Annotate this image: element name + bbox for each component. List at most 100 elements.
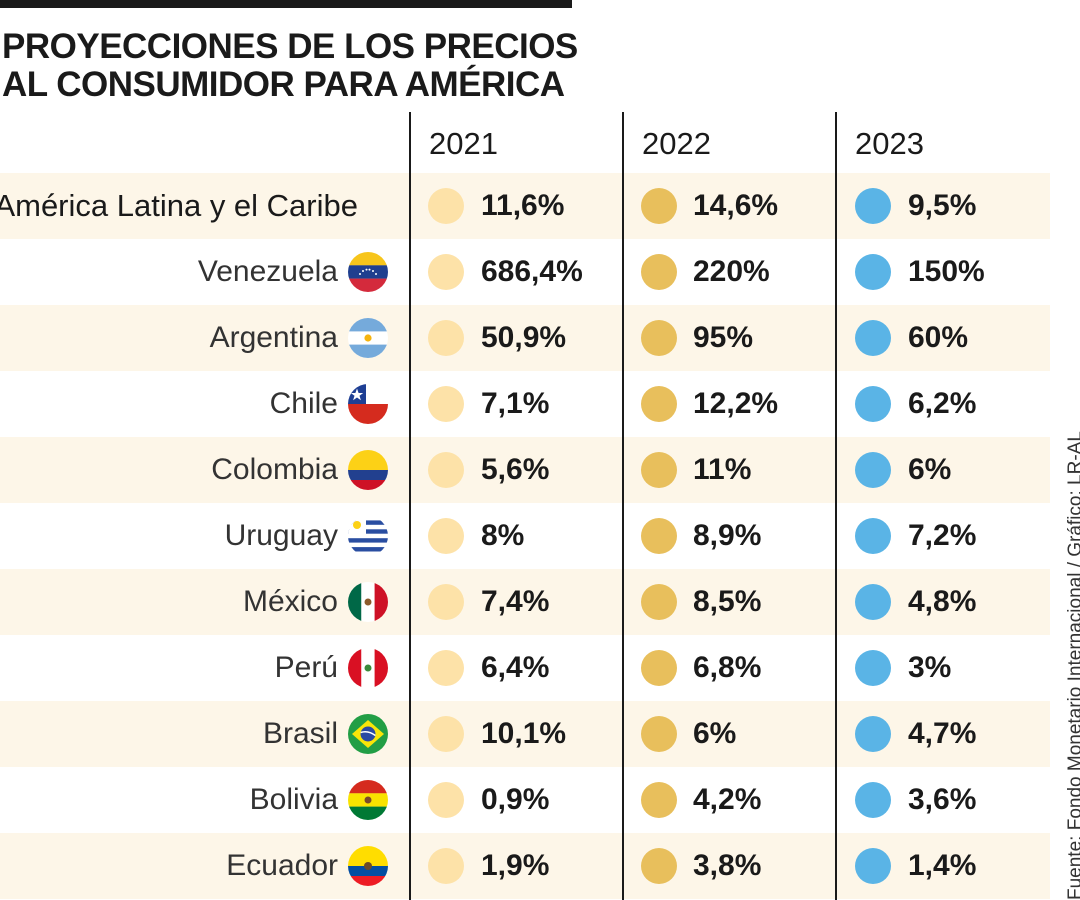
table-row: México 7,4% 8,5% 4,8% <box>0 569 1050 635</box>
value-2022: 6,8% <box>693 651 762 684</box>
year-dot-icon <box>855 386 891 422</box>
value-2022: 12,2% <box>693 387 779 420</box>
value-2022: 6% <box>693 717 737 750</box>
value-2021: 686,4% <box>481 255 583 288</box>
value-2021: 0,9% <box>481 783 550 816</box>
year-dot-icon <box>428 320 464 356</box>
bolivia-flag-icon <box>348 780 388 820</box>
year-dot-icon <box>428 716 464 752</box>
year-dot-icon <box>855 188 891 224</box>
row-label: Brasil <box>262 717 338 750</box>
source-note: Fuente: Fondo Monetario Internacional / … <box>1065 431 1080 900</box>
year-dot-icon <box>641 254 677 290</box>
value-2021: 11,6% <box>481 189 565 222</box>
column-divider <box>835 112 837 900</box>
year-dot-icon <box>855 584 891 620</box>
title-line-2: AL CONSUMIDOR PARA AMÉRICA <box>2 65 565 104</box>
ecuador-flag-icon <box>348 846 388 886</box>
column-header-2021: 2021 <box>429 126 498 161</box>
column-divider <box>409 112 411 900</box>
year-dot-icon <box>428 650 464 686</box>
value-2021: 10,1% <box>481 717 567 750</box>
year-dot-icon <box>855 782 891 818</box>
year-dot-icon <box>641 650 677 686</box>
year-dot-icon <box>428 782 464 818</box>
chart-title: PROYECCIONES DE LOS PRECIOS AL CONSUMIDO… <box>2 28 602 104</box>
year-dot-icon <box>641 452 677 488</box>
row-label: Bolivia <box>249 783 338 816</box>
table-row: Argentina 50,9% 95% 60% <box>0 305 1050 371</box>
value-2021: 5,6% <box>481 453 550 486</box>
value-2022: 3,8% <box>693 849 762 882</box>
title-line-1: PROYECCIONES DE LOS PRECIOS <box>2 27 578 66</box>
year-dot-icon <box>641 518 677 554</box>
year-dot-icon <box>428 386 464 422</box>
value-2022: 14,6% <box>693 189 779 222</box>
year-dot-icon <box>641 188 677 224</box>
value-2023: 3,6% <box>908 783 977 816</box>
year-dot-icon <box>428 848 464 884</box>
value-2021: 8% <box>481 519 525 552</box>
year-dot-icon <box>855 452 891 488</box>
value-2023: 4,8% <box>908 585 977 618</box>
row-label: Argentina <box>209 321 338 354</box>
year-dot-icon <box>855 518 891 554</box>
value-2022: 8,9% <box>693 519 762 552</box>
value-2022: 8,5% <box>693 585 762 618</box>
colombia-flag-icon <box>348 450 388 490</box>
value-2023: 9,5% <box>908 189 977 222</box>
row-label: México <box>242 585 338 618</box>
table-row: Ecuador 1,9% 3,8% 1,4% <box>0 833 1050 899</box>
value-2022: 4,2% <box>693 783 762 816</box>
table-row: Perú 6,4% 6,8% 3% <box>0 635 1050 701</box>
year-dot-icon <box>428 188 464 224</box>
value-2021: 6,4% <box>481 651 550 684</box>
year-dot-icon <box>641 848 677 884</box>
value-2023: 1,4% <box>908 849 977 882</box>
venezuela-flag-icon <box>348 252 388 292</box>
row-label: Uruguay <box>224 519 338 552</box>
uruguay-flag-icon <box>348 516 388 556</box>
table-row: América Latina y el Caribe 11,6% 14,6% 9,5% <box>0 173 1050 239</box>
year-dot-icon <box>641 386 677 422</box>
value-2021: 7,1% <box>481 387 550 420</box>
year-dot-icon <box>855 848 891 884</box>
row-label: Colombia <box>211 453 338 486</box>
table-row: Bolivia 0,9% 4,2% 3,6% <box>0 767 1050 833</box>
value-2023: 150% <box>908 255 985 288</box>
value-2021: 50,9% <box>481 321 567 354</box>
row-label: Venezuela <box>197 255 338 288</box>
column-divider <box>622 112 624 900</box>
argentina-flag-icon <box>348 318 388 358</box>
value-2023: 6,2% <box>908 387 977 420</box>
value-2021: 1,9% <box>481 849 550 882</box>
value-2023: 60% <box>908 321 969 354</box>
table-row: Brasil 10,1% 6% 4,7% <box>0 701 1050 767</box>
table-row: Chile 7,1% 12,2% 6,2% <box>0 371 1050 437</box>
value-2022: 95% <box>693 321 754 354</box>
year-dot-icon <box>428 254 464 290</box>
year-dot-icon <box>641 716 677 752</box>
row-label: Perú <box>274 651 338 684</box>
year-dot-icon <box>855 254 891 290</box>
row-label: Chile <box>269 387 338 420</box>
value-2023: 3% <box>908 651 952 684</box>
table-row: Uruguay 8% 8,9% 7,2% <box>0 503 1050 569</box>
value-2022: 11% <box>693 453 752 486</box>
table-row: Venezuela 686,4% 220% 150% <box>0 239 1050 305</box>
value-2022: 220% <box>693 255 770 288</box>
column-header-2022: 2022 <box>642 126 711 161</box>
brasil-flag-icon <box>348 714 388 754</box>
year-dot-icon <box>641 320 677 356</box>
year-dot-icon <box>428 518 464 554</box>
value-2023: 7,2% <box>908 519 977 552</box>
top-rule <box>0 0 572 8</box>
year-dot-icon <box>641 584 677 620</box>
year-dot-icon <box>855 320 891 356</box>
year-dot-icon <box>428 584 464 620</box>
row-label: América Latina y el Caribe <box>0 188 358 223</box>
year-dot-icon <box>428 452 464 488</box>
value-2023: 6% <box>908 453 952 486</box>
year-dot-icon <box>641 782 677 818</box>
